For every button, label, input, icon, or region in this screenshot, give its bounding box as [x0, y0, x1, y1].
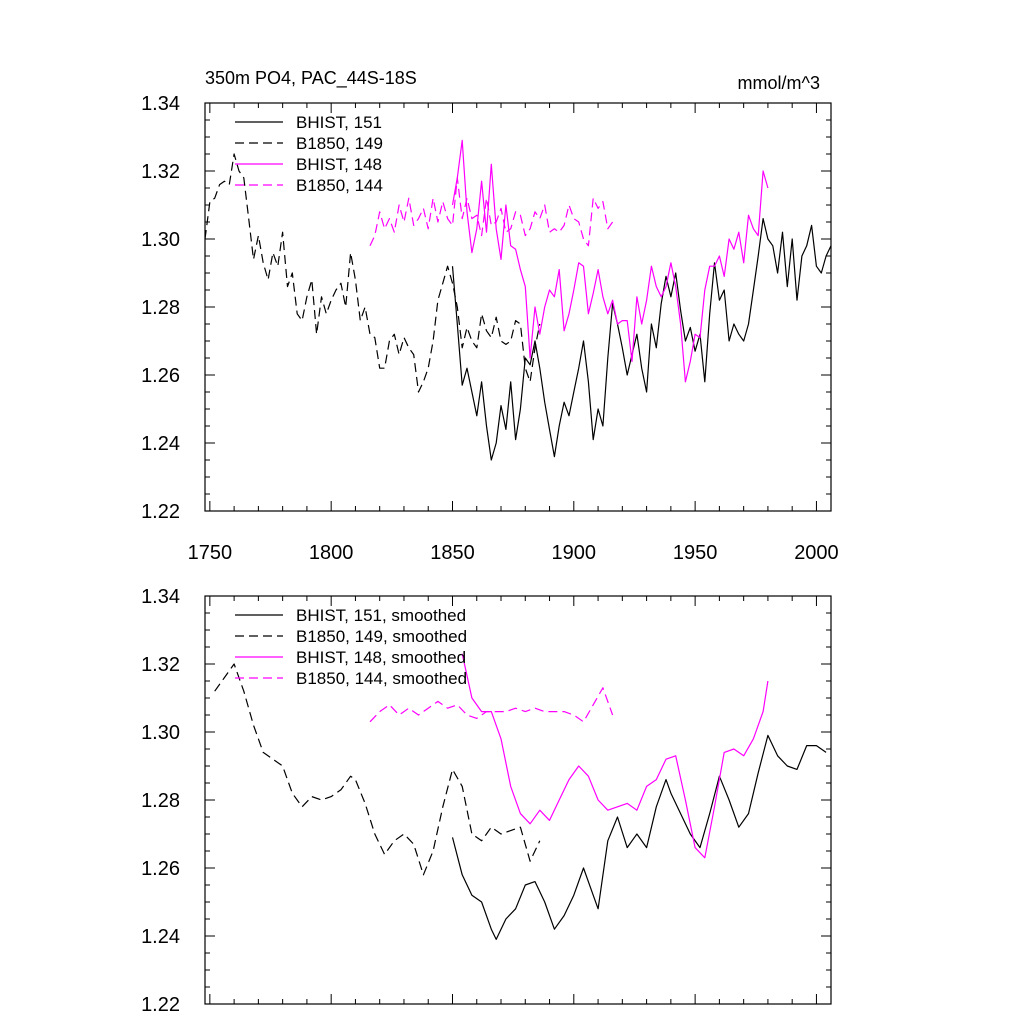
- series-line-b1850-149: [205, 153, 541, 393]
- x-tick-label: 1900: [552, 542, 597, 564]
- y-tick-label: 1.30: [141, 722, 180, 744]
- series-line-bhist-151: [451, 218, 831, 461]
- x-tick-label: 1750: [188, 542, 233, 564]
- series-line-b1850-149-smoothed: [214, 663, 541, 876]
- y-tick-label: 1.32: [141, 161, 180, 183]
- x-tick-label: 1850: [430, 542, 475, 564]
- series-line-b1850-144: [369, 177, 614, 247]
- legend-label: BHIST, 151, smoothed: [296, 606, 466, 625]
- y-tick-label: 1.26: [141, 365, 180, 387]
- legend-label: B1850, 149: [296, 134, 383, 153]
- legend-label: B1850, 144, smoothed: [296, 669, 467, 688]
- series-line-bhist-151-smoothed: [451, 734, 827, 941]
- chart-panel-2: 1.22 1.24 1.26 1.28 1.30 1.32 1.34 BHIST, 151, …: [141, 586, 832, 1016]
- y-tick-label: 1.32: [141, 654, 180, 676]
- legend-label: BHIST, 148: [296, 155, 382, 174]
- y-tick-label: 1.24: [141, 926, 180, 948]
- legend-label: B1850, 149, smoothed: [296, 627, 467, 646]
- legend-label: BHIST, 151: [296, 113, 382, 132]
- y-tick-label: 1.28: [141, 790, 180, 812]
- legend-label: B1850, 144: [296, 176, 383, 195]
- y-tick-label: 1.34: [141, 93, 180, 115]
- series-line-b1850-144-smoothed: [369, 687, 614, 723]
- series-line-bhist-148-smoothed: [461, 653, 769, 859]
- chart-panel-1: 1.22 1.24 1.26 1.28 1.30 1.32 1.34 1750 1800 1850…: [141, 68, 839, 564]
- x-tick-label: 1800: [309, 542, 354, 564]
- x-tick-label: 1950: [673, 542, 718, 564]
- y-tick-label: 1.28: [141, 297, 180, 319]
- y-tick-label: 1.34: [141, 586, 180, 608]
- y-tick-label: 1.22: [141, 501, 180, 523]
- y-tick-label: 1.26: [141, 858, 180, 880]
- units-label: mmol/m^3: [738, 73, 820, 93]
- y-tick-label: 1.30: [141, 229, 180, 251]
- x-tick-label: 2000: [794, 542, 839, 564]
- y-tick-label: 1.22: [141, 994, 180, 1016]
- chart-title: 350m PO4, PAC_44S-18S: [205, 68, 417, 89]
- legend-label: BHIST, 148, smoothed: [296, 648, 466, 667]
- series-line-bhist-148: [451, 139, 769, 383]
- y-tick-label: 1.24: [141, 433, 180, 455]
